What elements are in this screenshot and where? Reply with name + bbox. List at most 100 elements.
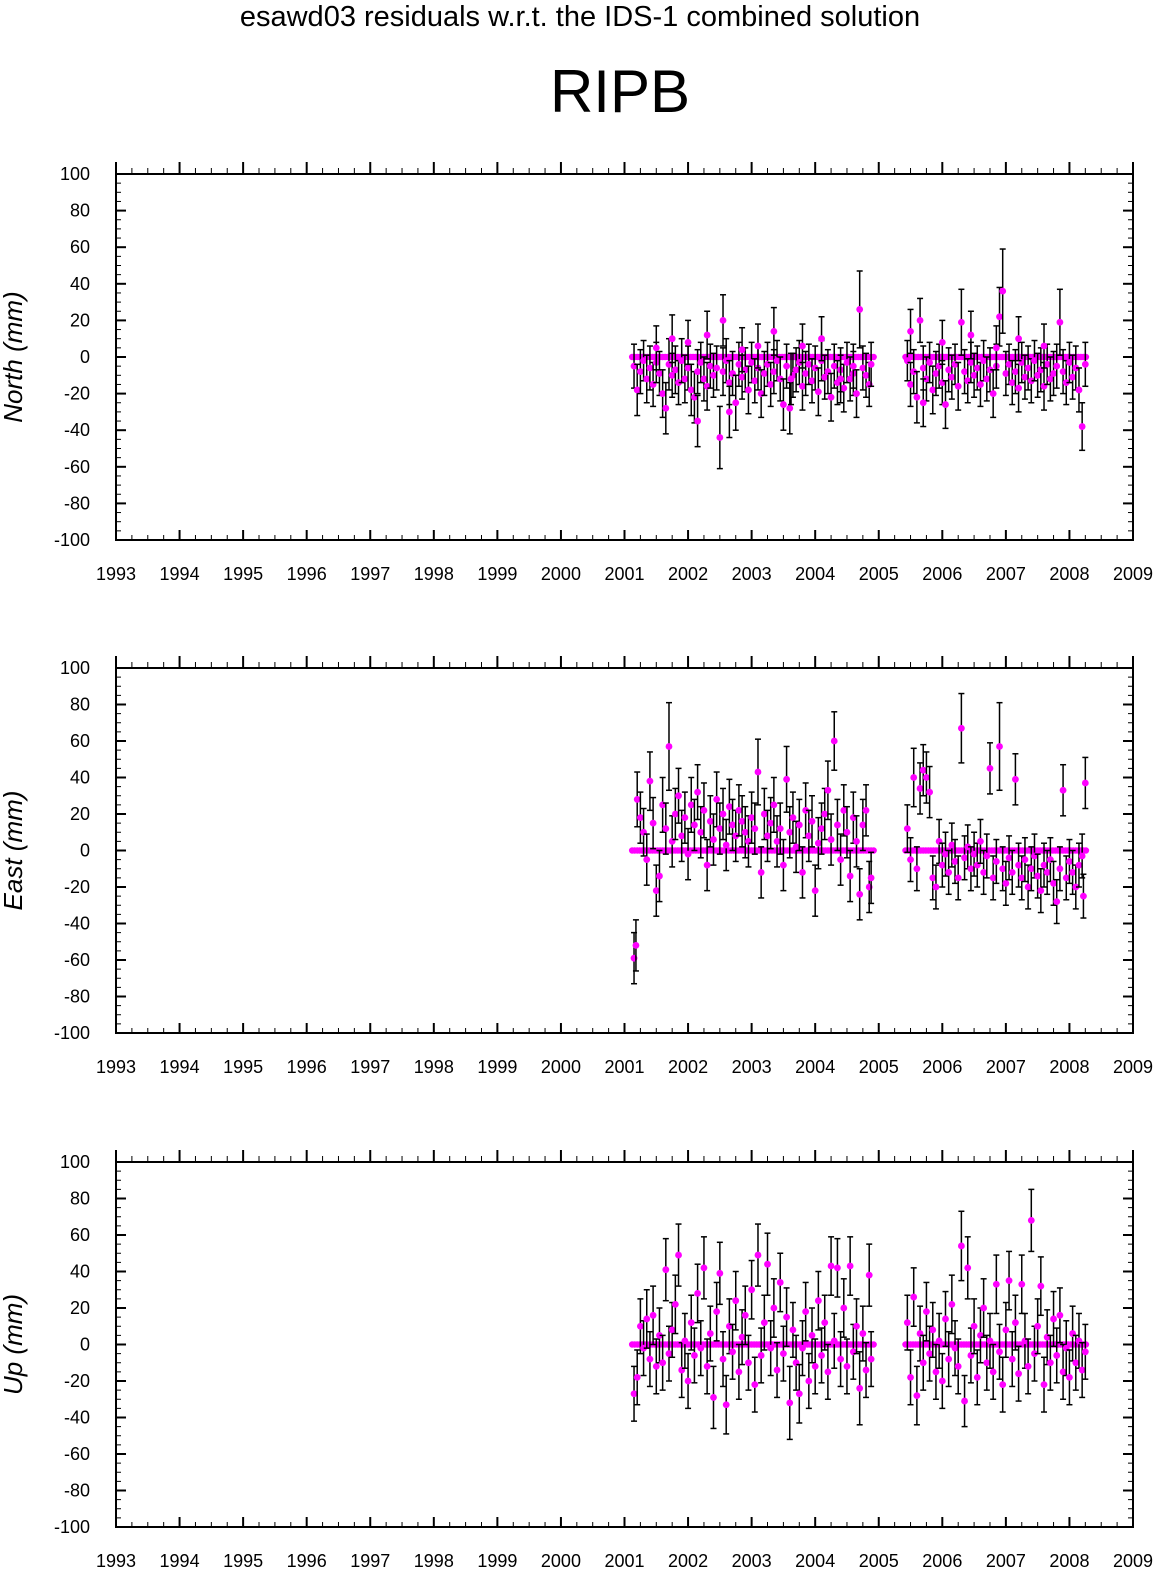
data-point: [770, 368, 778, 376]
y-tick-label: 40: [70, 768, 90, 788]
data-point: [961, 1397, 968, 1405]
data-point: [799, 342, 806, 350]
y-tick-label: -100: [54, 1517, 90, 1537]
data-point: [948, 373, 956, 381]
data-point: [675, 1251, 682, 1259]
data-point: [767, 381, 775, 388]
data-point: [805, 360, 813, 368]
data-point: [725, 803, 733, 811]
data-point: [821, 373, 829, 381]
data-point: [808, 817, 816, 825]
data-point: [859, 821, 867, 829]
y-tick-label: -100: [54, 530, 90, 550]
data-point: [713, 364, 721, 372]
data-point: [1012, 775, 1019, 783]
x-tick-label: 2000: [541, 1057, 581, 1077]
data-point: [1062, 874, 1070, 882]
data-point: [656, 1331, 663, 1339]
data-point: [811, 1363, 819, 1370]
data-point: [862, 371, 870, 379]
x-tick-label: 2003: [732, 1551, 772, 1571]
y-axis-label: Up (mm): [0, 1294, 28, 1395]
data-point: [694, 788, 701, 796]
data-point: [643, 375, 651, 383]
data-point: [776, 1279, 784, 1286]
data-point: [760, 370, 768, 377]
data-point: [716, 434, 724, 441]
y-tick-label: 20: [70, 310, 90, 330]
data-point: [757, 1352, 765, 1359]
data-point: [700, 375, 708, 383]
data-point: [954, 382, 962, 390]
data-point: [856, 890, 864, 898]
data-point: [1050, 879, 1057, 887]
x-tick-label: 2002: [668, 1057, 708, 1077]
data-point: [818, 1352, 825, 1359]
data-point: [862, 806, 870, 814]
data-point: [659, 390, 667, 397]
data-point: [662, 825, 670, 832]
data-point: [821, 810, 829, 818]
data-point: [1015, 861, 1022, 869]
data-point: [751, 377, 759, 385]
y-tick-label: -80: [64, 493, 90, 513]
data-point: [751, 1381, 759, 1389]
data-point: [757, 869, 765, 876]
data-point: [1002, 879, 1010, 887]
data-point: [983, 1359, 991, 1367]
data-point: [787, 375, 795, 383]
data-point: [951, 858, 959, 865]
data-point: [1046, 1359, 1054, 1367]
data-point: [789, 1326, 797, 1334]
data-point: [1031, 1350, 1038, 1358]
data-point: [722, 841, 730, 849]
data-point: [1075, 861, 1083, 869]
data-point: [754, 1251, 762, 1259]
data-point: [1008, 869, 1016, 876]
data-point: [799, 382, 806, 390]
data-point: [856, 306, 864, 313]
data-point: [824, 786, 832, 794]
data-point: [671, 366, 679, 374]
data-point: [799, 1344, 806, 1352]
data-point: [719, 368, 727, 376]
data-point: [795, 821, 803, 829]
data-point: [945, 869, 953, 876]
data-point: [697, 828, 705, 836]
data-point: [1066, 359, 1073, 366]
data-point: [1018, 1280, 1026, 1288]
data-point: [919, 766, 927, 774]
data-point: [996, 1348, 1003, 1356]
y-axis-label: North (mm): [0, 291, 28, 422]
x-tick-label: 2009: [1113, 1057, 1153, 1077]
data-point: [999, 865, 1007, 873]
y-tick-label: -100: [54, 1023, 90, 1043]
data-point: [827, 393, 835, 401]
station-title: RIPB: [549, 58, 691, 125]
data-point: [954, 1363, 962, 1370]
data-point: [738, 1333, 746, 1341]
data-point: [795, 1390, 803, 1398]
data-point: [719, 1355, 727, 1363]
x-tick-label: 2001: [604, 564, 644, 584]
data-point: [668, 371, 676, 379]
data-point: [802, 370, 810, 377]
data-point: [1002, 1326, 1010, 1334]
data-point: [942, 1315, 949, 1323]
data-point: [735, 1368, 743, 1376]
data-point: [767, 1344, 775, 1352]
data-point: [805, 832, 813, 840]
data-point: [814, 1297, 822, 1305]
data-point: [919, 1359, 927, 1367]
data-point: [1069, 869, 1077, 876]
data-point: [824, 1368, 832, 1376]
data-point: [735, 360, 743, 368]
data-point: [814, 839, 822, 847]
data-point: [853, 1322, 860, 1330]
data-point: [907, 1373, 914, 1381]
data-point: [776, 825, 784, 832]
data-point: [973, 364, 981, 372]
data-point: [671, 810, 679, 818]
x-tick-label: 1994: [160, 564, 200, 584]
data-point: [780, 861, 787, 869]
